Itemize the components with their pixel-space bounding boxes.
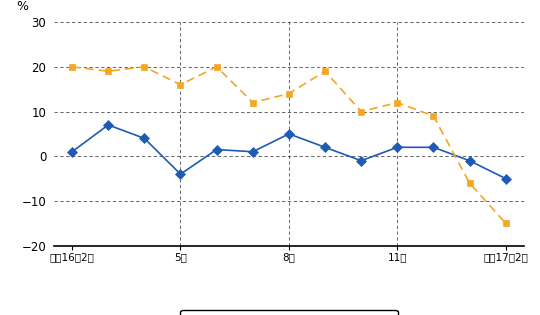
所定外労働時間	[141, 65, 147, 69]
総実労働時間	[322, 146, 328, 149]
総実労働時間	[358, 159, 365, 163]
総実労働時間	[141, 136, 147, 140]
所定外労働時間	[430, 114, 437, 118]
所定外労働時間	[322, 69, 328, 73]
所定外労働時間	[286, 92, 292, 95]
総実労働時間	[105, 123, 111, 127]
所定外労働時間	[503, 221, 509, 225]
総実労働時間	[430, 146, 437, 149]
総実労働時間	[213, 148, 220, 152]
所定外労働時間	[467, 181, 473, 185]
Line: 総実労働時間: 総実労働時間	[69, 122, 509, 182]
Line: 所定外労働時間: 所定外労働時間	[69, 63, 509, 227]
総実労働時間	[286, 132, 292, 136]
Legend: 総実労働時間, 所定外労働時間: 総実労働時間, 所定外労働時間	[180, 310, 397, 315]
Text: %: %	[16, 0, 29, 13]
所定外労働時間	[177, 83, 184, 87]
所定外労働時間	[69, 65, 75, 69]
所定外労働時間	[213, 65, 220, 69]
総実労働時間	[467, 159, 473, 163]
総実労働時間	[394, 146, 401, 149]
総実労働時間	[177, 172, 184, 176]
総実労働時間	[69, 150, 75, 154]
所定外労働時間	[105, 69, 111, 73]
所定外労働時間	[394, 101, 401, 105]
総実労働時間	[503, 177, 509, 180]
所定外労働時間	[249, 101, 256, 105]
総実労働時間	[249, 150, 256, 154]
所定外労働時間	[358, 110, 365, 113]
